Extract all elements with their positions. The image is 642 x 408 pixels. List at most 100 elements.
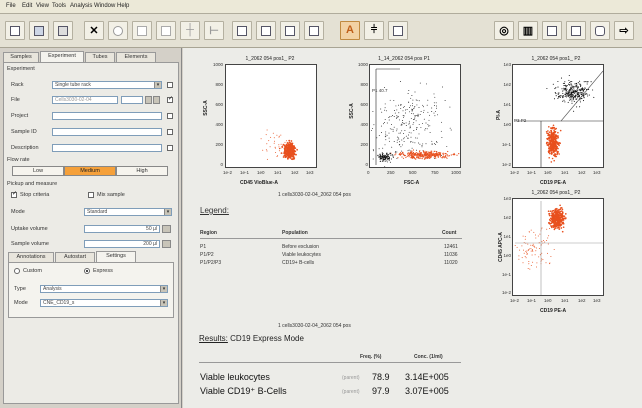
plot2-x-ticks: 0 250 500 750 1000 [367, 170, 465, 178]
legend-count: 12461 [444, 244, 458, 250]
text-tool-button[interactable]: A [340, 21, 360, 40]
plot1-y-ticks: 1000 800 600 400 200 0 [208, 62, 223, 170]
tick: 1e1 [503, 102, 511, 107]
event-cloud [377, 152, 394, 163]
histogram-icon [285, 26, 295, 36]
project-field[interactable] [52, 112, 162, 120]
sample-volume-field[interactable]: 200 µl [84, 240, 160, 248]
tick: 1e2 [503, 82, 511, 87]
rack-select[interactable]: Single tube rack ▾ [52, 81, 162, 89]
plot2-title: 1_14_2062 054 pos P1 [378, 56, 430, 62]
layout-button[interactable] [542, 21, 562, 40]
description-checkbox[interactable] [167, 145, 173, 151]
tick: 1e3 [503, 62, 511, 67]
plot1-x-label: CD45 VioBlue-A [240, 180, 278, 186]
subtab-settings[interactable]: Settings [96, 251, 136, 262]
mix-sample-checkbox[interactable] [88, 192, 94, 198]
custom-radio[interactable] [14, 268, 20, 274]
express-radio[interactable] [84, 268, 90, 274]
file-checkbox[interactable] [167, 95, 173, 103]
sample-volume-value: 200 µl [143, 241, 157, 247]
mode-select[interactable]: Standard ▾ [84, 208, 172, 216]
plot-histogram-button[interactable] [280, 21, 300, 40]
gear-icon [595, 26, 605, 36]
tab-tubes[interactable]: Tubes [85, 52, 115, 62]
plot4[interactable] [512, 198, 604, 296]
menu-view[interactable]: View [36, 3, 49, 9]
uptake-stepper[interactable] [162, 225, 171, 233]
menu-tools[interactable]: Tools [52, 3, 67, 9]
menu-edit[interactable]: Edit [22, 3, 33, 9]
rack-checkbox[interactable] [167, 82, 173, 88]
tick: 1e-1 [501, 142, 511, 147]
tick: 1e3 [593, 298, 601, 303]
menu-analysis[interactable]: Analysis [70, 3, 93, 9]
tab-samples[interactable]: Samples [3, 52, 39, 62]
new-file-button[interactable] [5, 21, 25, 40]
export-button[interactable]: ⇨ [614, 21, 634, 40]
subtab-annotations[interactable]: Annotations [8, 252, 54, 262]
plot3[interactable] [512, 64, 604, 168]
report-button[interactable] [388, 21, 408, 40]
flow-rate-medium[interactable]: Medium [64, 166, 116, 176]
file-field[interactable]: Cells3030-02-04 [52, 96, 118, 104]
print-button[interactable] [53, 21, 73, 40]
plot4-y-ticks: 1e3 1e2 1e1 1e0 1e-1 1e-2 [500, 196, 511, 298]
subtab-autostart[interactable]: Autostart [55, 252, 95, 262]
file-down-button[interactable] [153, 96, 160, 104]
description-field[interactable] [52, 144, 162, 152]
tab-elements[interactable]: Elements [116, 52, 156, 62]
project-checkbox[interactable] [167, 113, 173, 119]
gate-rect-button[interactable] [132, 21, 152, 40]
tick: 1e-2 [501, 162, 511, 167]
gate-poly-button[interactable] [156, 21, 176, 40]
tick: 1e-1 [240, 170, 250, 175]
save-button[interactable] [29, 21, 49, 40]
plot-contour-button[interactable] [304, 21, 324, 40]
event-cloud [547, 204, 567, 233]
plot3-title: 1_2062 054 pos1_ P2 [531, 56, 581, 62]
stop-criteria-checkbox[interactable] [11, 190, 17, 198]
sample-id-checkbox[interactable] [167, 129, 173, 135]
menu-help[interactable]: Help [117, 3, 130, 9]
instrument-button[interactable] [566, 21, 586, 40]
plot1[interactable] [225, 64, 317, 168]
rack-button[interactable]: ▥ [518, 21, 538, 40]
plot-dot-button[interactable] [232, 21, 252, 40]
tick: 0 [220, 162, 223, 167]
tick: 0 [367, 170, 370, 175]
project-label: Project [11, 113, 29, 119]
statistics-button[interactable]: ⫩ [364, 21, 384, 40]
event-cloud [260, 129, 291, 160]
mode2-select[interactable]: CNE_CD19_s ▾ [40, 299, 168, 307]
gate-interval-button[interactable]: ⊢ [204, 21, 224, 40]
tick: 200 [215, 142, 223, 147]
sample-volume-stepper[interactable] [162, 240, 171, 248]
tab-experiment[interactable]: Experiment [40, 51, 84, 62]
menu-window[interactable]: Window [94, 3, 116, 9]
file-up-button[interactable] [145, 96, 152, 104]
text-icon: A [346, 24, 354, 36]
gate-quad-button[interactable]: ┼ [180, 21, 200, 40]
uptake-volume-field[interactable]: 50 µl [84, 225, 160, 233]
flow-rate-high[interactable]: High [116, 166, 168, 176]
flow-rate-low[interactable]: Low [12, 166, 64, 176]
plot2[interactable] [369, 64, 461, 168]
menu-file[interactable]: File [6, 3, 16, 9]
layout-icon [547, 26, 557, 36]
plot2-y-ticks: 1000 800 600 400 200 0 [353, 62, 368, 170]
type-select[interactable]: Analysis ▾ [40, 285, 168, 293]
gate-ellipse-button[interactable] [108, 21, 128, 40]
sample-id-field[interactable] [52, 128, 162, 136]
tick: 1000 [451, 170, 462, 175]
delete-button[interactable]: ✕ [84, 21, 104, 40]
settings-button[interactable] [590, 21, 610, 40]
tick: 1e3 [503, 196, 511, 201]
legend-count: 11036 [444, 252, 458, 258]
tick: 600 [215, 102, 223, 107]
file-number-field[interactable] [121, 96, 143, 104]
event-cloud [514, 227, 555, 270]
plot-density-button[interactable] [256, 21, 276, 40]
tick: 1e0 [544, 298, 552, 303]
acquire-button[interactable]: ◎ [494, 21, 514, 40]
